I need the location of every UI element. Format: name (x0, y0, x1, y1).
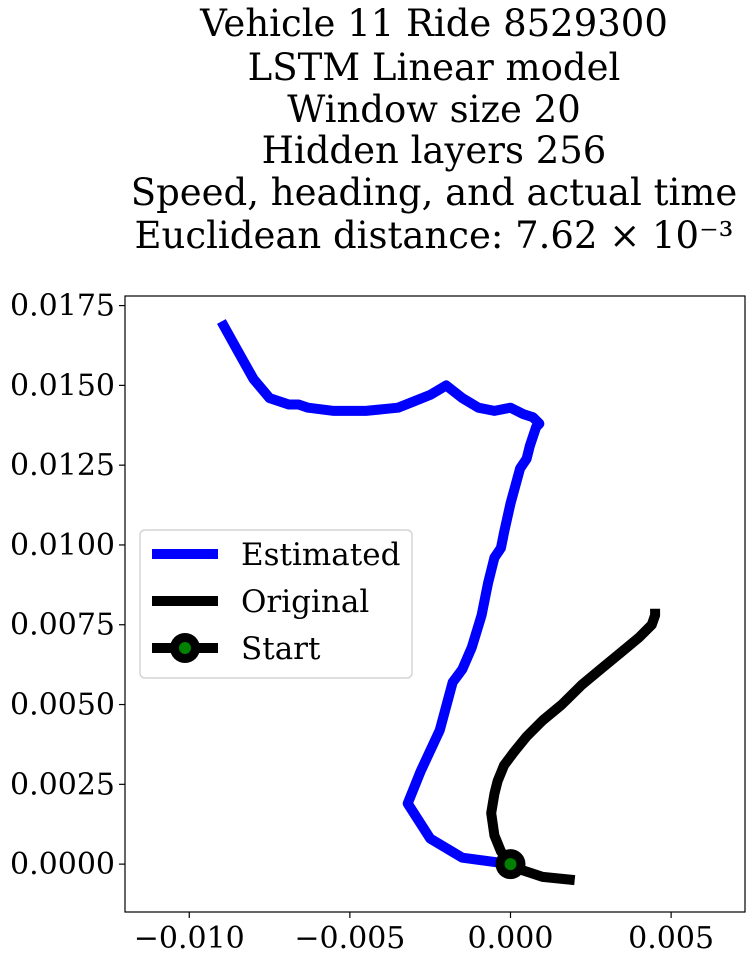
y-tick-label: 0.0150 (10, 368, 115, 403)
series-line-original (486, 608, 661, 886)
legend-label-original: Original (241, 584, 369, 620)
chart-title: Vehicle 11 Ride 8529300 LSTM Linear mode… (131, 2, 738, 257)
title-line-5: Speed, heading, and actual time (131, 171, 738, 214)
legend-box (139, 529, 413, 679)
legend-start-marker-center (179, 642, 191, 654)
y-tick-label: 0.0175 (10, 289, 115, 324)
y-tick-label: 0.0125 (10, 448, 115, 483)
y-tick-label: 0.0025 (10, 767, 115, 802)
title-line-1: Vehicle 11 Ride 8529300 (199, 2, 668, 45)
series-line-estimated (217, 319, 545, 870)
y-tick-label: 0.0075 (10, 608, 115, 643)
legend-label-start: Start (241, 631, 321, 667)
x-tick-label: −0.010 (134, 921, 245, 956)
x-axis: −0.010 −0.005 0.000 0.005 (134, 912, 714, 956)
start-marker-center (504, 858, 517, 871)
y-tick-label: 0.0100 (10, 528, 115, 563)
y-axis: 0.0000 0.0025 0.0050 0.0075 0.0100 0.0125 0.01… (10, 289, 125, 882)
title-line-6: Euclidean distance: 7.62 × 10⁻³ (135, 214, 734, 257)
y-tick-label: 0.0000 (10, 847, 115, 882)
axes-frame (124, 295, 746, 913)
x-tick-label: 0.000 (468, 921, 554, 956)
x-tick-label: −0.005 (294, 921, 405, 956)
legend: Estimated Original Start (139, 529, 413, 679)
x-tick-label: 0.005 (628, 921, 714, 956)
title-line-3: Window size 20 (287, 88, 581, 131)
legend-label-estimated: Estimated (241, 537, 400, 573)
plot-area (217, 319, 661, 886)
y-tick-label: 0.0050 (10, 688, 115, 723)
title-line-2: LSTM Linear model (248, 46, 621, 89)
title-line-4: Hidden layers 256 (262, 129, 607, 172)
